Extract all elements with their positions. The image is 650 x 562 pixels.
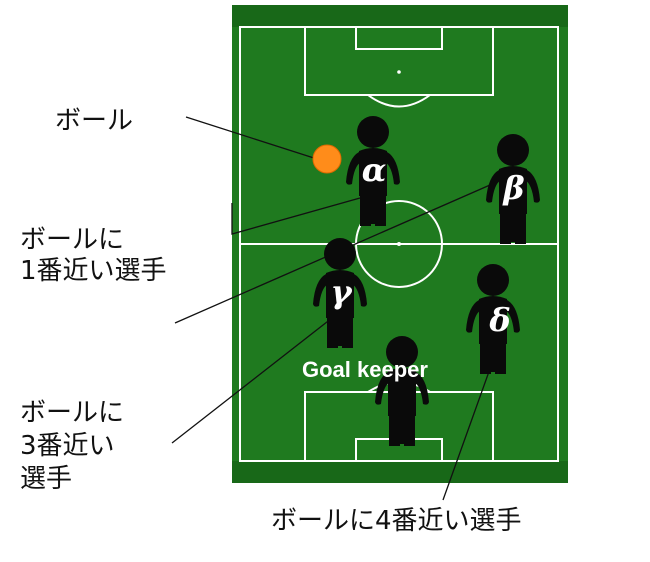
ball-label: ボール (55, 106, 134, 136)
top-end-strip (232, 5, 568, 27)
nearest1-line1: ボールに (20, 225, 125, 255)
nearest1-label: ボールに 1番近い選手 (20, 225, 167, 287)
player-gamma: γ (313, 238, 367, 348)
delta-symbol: δ (488, 301, 510, 339)
nearest3-callout-line (171, 317, 333, 444)
center-spot (397, 242, 401, 246)
gamma-symbol: γ (330, 273, 353, 311)
nearest3-label: ボールに 3番近い 選手 (20, 397, 124, 496)
nearest3-line2: 3番近い (20, 431, 115, 462)
ball-callout-line (185, 116, 318, 160)
top-penalty-arc (367, 94, 431, 108)
alpha-symbol: α (362, 151, 387, 189)
nearest1-callout-line (231, 197, 361, 235)
goalkeeper-label: Goal keeper (302, 357, 428, 382)
bottom-end-strip (232, 461, 568, 483)
top-penalty-spot (397, 70, 401, 74)
top-goal-box (355, 26, 443, 50)
nearest3-line1: ボールに (20, 398, 125, 428)
player-alpha: α (346, 116, 400, 226)
player-beta: β (486, 134, 540, 244)
nearest3-line3: 選手 (20, 464, 73, 495)
nearest1-line2: 1番近い選手 (20, 256, 167, 287)
beta-symbol: β (502, 169, 524, 207)
nearest4-label: ボールに4番近い選手 (271, 506, 522, 536)
ball (312, 144, 342, 174)
nearest4-callout-line (442, 351, 497, 501)
player-delta: δ (466, 264, 520, 374)
